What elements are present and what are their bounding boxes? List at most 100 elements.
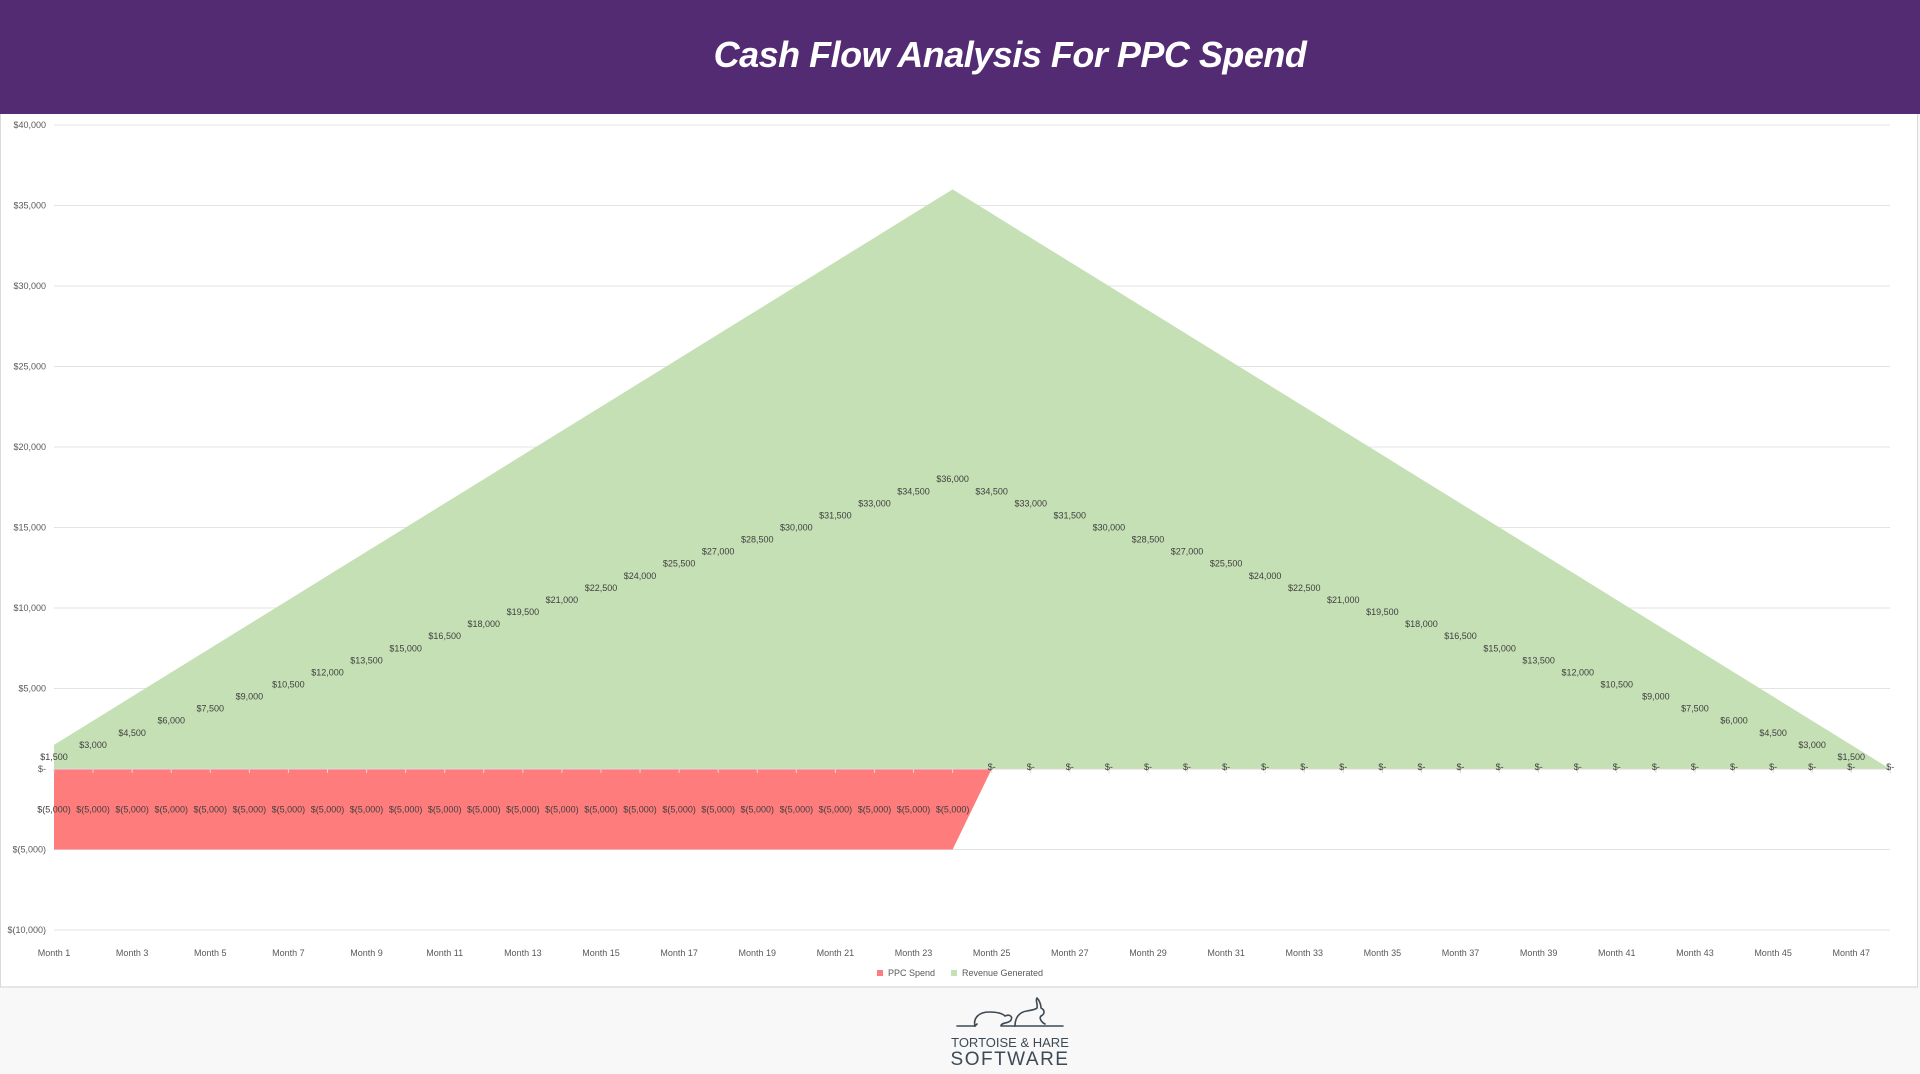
legend-item-ppc-spend[interactable]: PPC Spend	[876, 968, 935, 978]
revenue-data-label: $28,500	[741, 535, 774, 545]
ppc-spend-data-label: $(5,000)	[623, 804, 657, 814]
tortoise-hare-icon	[956, 997, 1064, 1027]
ppc-spend-data-label: $-	[1066, 762, 1074, 772]
y-tick-label: $30,000	[13, 281, 46, 291]
legend-item-revenue-generated[interactable]: Revenue Generated	[950, 968, 1044, 978]
x-tick-label: Month 35	[1364, 948, 1402, 958]
x-tick-label: Month 13	[504, 948, 542, 958]
x-tick-label: Month 33	[1285, 948, 1323, 958]
y-tick-label: $20,000	[13, 442, 46, 452]
x-tick-label: Month 39	[1520, 948, 1558, 958]
x-tick-label: Month 31	[1207, 948, 1245, 958]
x-tick-label: Month 43	[1676, 948, 1714, 958]
x-tick-label: Month 47	[1832, 948, 1870, 958]
ppc-spend-data-label: $(5,000)	[701, 804, 735, 814]
ppc-spend-data-label: $-	[988, 762, 996, 772]
revenue-generated-area	[54, 189, 1891, 769]
ppc-spend-data-label: $(5,000)	[428, 804, 462, 814]
revenue-data-label: $16,500	[428, 631, 461, 641]
ppc-spend-data-label: $(5,000)	[936, 804, 970, 814]
revenue-data-label: $22,500	[585, 583, 618, 593]
revenue-data-label: $4,500	[1759, 728, 1787, 738]
revenue-data-label: $18,000	[1405, 619, 1438, 629]
revenue-data-label: $7,500	[197, 704, 225, 714]
ppc-spend-data-label: $-	[1300, 762, 1308, 772]
revenue-data-label: $28,500	[1132, 535, 1165, 545]
ppc-spend-data-label: $(5,000)	[858, 804, 892, 814]
x-tick-label: Month 27	[1051, 948, 1089, 958]
x-tick-label: Month 15	[582, 948, 620, 958]
x-tick-label: Month 7	[272, 948, 305, 958]
x-axis-labels: Month 1 Month 3 Month 5 Month 7 Month 9 Month…	[38, 948, 1870, 958]
ppc-spend-data-label: $(5,000)	[545, 804, 579, 814]
y-tick-label: $(5,000)	[12, 845, 46, 855]
revenue-data-label: $12,000	[1561, 667, 1594, 677]
ppc-spend-data-label: $-	[1886, 762, 1894, 772]
revenue-data-label: $31,500	[1054, 510, 1087, 520]
ppc-spend-data-label: $-	[1652, 762, 1660, 772]
ppc-spend-data-label: $-	[1496, 762, 1504, 772]
x-tick-label: Month 29	[1129, 948, 1167, 958]
revenue-swatch-icon	[950, 970, 957, 976]
revenue-data-label: $10,500	[1601, 679, 1634, 689]
revenue-data-label: $19,500	[1366, 607, 1399, 617]
x-tick-label: Month 11	[426, 948, 463, 958]
ppc-spend-swatch-icon	[876, 970, 883, 976]
revenue-data-label: $22,500	[1288, 583, 1321, 593]
revenue-data-label: $1,500	[1837, 752, 1865, 762]
page-title: Cash Flow Analysis For PPC Spend	[713, 34, 1307, 75]
company-logo: TORTOISE & HARE SOFTWARE	[950, 996, 1070, 1071]
zero-axis-ticks	[53, 768, 1891, 773]
y-tick-label: $-	[38, 764, 46, 774]
revenue-data-label: $34,500	[975, 486, 1008, 496]
x-tick-label: Month 19	[738, 948, 776, 958]
x-tick-label: Month 25	[973, 948, 1011, 958]
revenue-data-label: $18,000	[467, 619, 500, 629]
ppc-spend-data-label: $(5,000)	[584, 804, 618, 814]
ppc-spend-data-label: $(5,000)	[389, 804, 423, 814]
revenue-data-label: $27,000	[1171, 547, 1204, 557]
y-tick-label: $15,000	[13, 523, 46, 533]
x-tick-label: Month 23	[895, 948, 933, 958]
ppc-spend-data-label: $-	[1105, 762, 1113, 772]
revenue-data-label: $33,000	[858, 498, 891, 508]
ppc-spend-data-label: $(5,000)	[780, 804, 814, 814]
ppc-spend-data-label: $-	[1417, 762, 1425, 772]
ppc-spend-data-label: $-	[1222, 762, 1230, 772]
ppc-spend-data-label: $-	[1183, 762, 1191, 772]
revenue-data-label: $3,000	[79, 740, 107, 750]
revenue-data-label: $10,500	[272, 679, 305, 689]
revenue-data-label: $19,500	[507, 607, 540, 617]
ppc-spend-data-label: $-	[1144, 762, 1152, 772]
y-axis-labels: $40,000 $35,000 $30,000 $25,000 $20,000 $15,0…	[7, 120, 46, 935]
ppc-spend-data-label: $(5,000)	[233, 804, 267, 814]
data-labels: $1,500 $3,000 $4,500 $6,000 $7,500 $9,000 $10,…	[37, 474, 1894, 814]
revenue-data-label: $6,000	[157, 716, 185, 726]
revenue-data-label: $9,000	[236, 692, 264, 702]
ppc-spend-data-label: $-	[1730, 762, 1738, 772]
revenue-data-label: $1,500	[40, 752, 68, 762]
revenue-data-label: $9,000	[1642, 692, 1670, 702]
revenue-data-label: $25,500	[663, 559, 696, 569]
revenue-data-label: $6,000	[1720, 716, 1748, 726]
ppc-spend-data-label: $-	[1769, 762, 1777, 772]
ppc-spend-data-label: $(5,000)	[76, 804, 110, 814]
revenue-data-label: $7,500	[1681, 704, 1709, 714]
ppc-spend-data-label: $(5,000)	[37, 804, 71, 814]
ppc-spend-data-label: $(5,000)	[115, 804, 149, 814]
ppc-spend-data-label: $-	[1691, 762, 1699, 772]
ppc-spend-data-label: $-	[1378, 762, 1386, 772]
revenue-data-label: $27,000	[702, 547, 735, 557]
revenue-data-label: $13,500	[350, 655, 383, 665]
legend-label: Revenue Generated	[961, 968, 1044, 978]
revenue-data-label: $15,000	[1483, 643, 1516, 653]
chart-areas	[54, 189, 1891, 850]
revenue-data-label: $21,000	[1327, 595, 1360, 605]
chart-legend: PPC Spend Revenue Generated	[0, 968, 1920, 978]
x-tick-label: Month 45	[1754, 948, 1792, 958]
y-tick-label: $5,000	[18, 684, 46, 694]
ppc-spend-data-label: $(5,000)	[506, 804, 540, 814]
x-tick-label: Month 9	[350, 948, 383, 958]
revenue-data-label: $33,000	[1014, 498, 1047, 508]
